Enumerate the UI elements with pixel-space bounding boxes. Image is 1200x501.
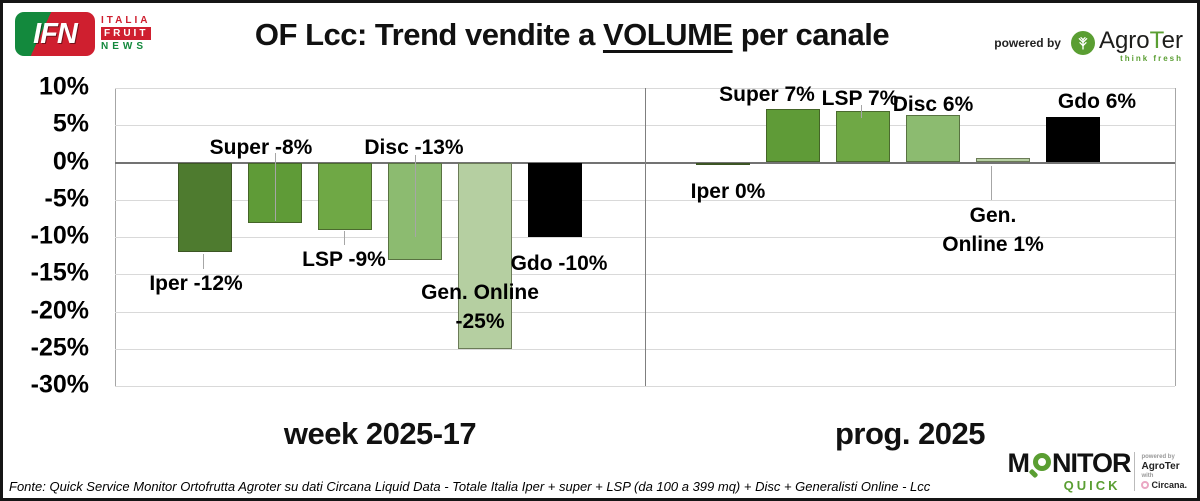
agroter-wordmark: AgroTer think fresh xyxy=(1099,29,1183,64)
bar-label-line: -25% xyxy=(455,310,505,334)
ifn-wordmark: ITALIA FRUIT NEWS xyxy=(101,12,152,52)
monitor-wordmark: M NITOR QUICK xyxy=(1007,448,1132,494)
bar-label-line: LSP -9% xyxy=(302,248,386,271)
bar-label-prog-gen-online: Gen. Online 1% xyxy=(942,201,1044,260)
bar-label-prog-gdo: Gdo 6% xyxy=(1058,87,1136,116)
monitor-agroter-label: AgroTer xyxy=(1141,460,1180,472)
bar-prog-super xyxy=(766,108,820,163)
y-tick-label: 5% xyxy=(52,109,89,138)
label-leader-line xyxy=(275,153,276,221)
bar-week-gen-online xyxy=(458,162,512,349)
monitor-nitor: NITOR xyxy=(1051,448,1132,478)
quick-label: QUICK xyxy=(1063,478,1121,493)
y-tick-label: -30% xyxy=(30,370,89,399)
ifn-fruit-label: FRUIT xyxy=(101,27,152,40)
bar-label-prog-lsp: LSP 7% xyxy=(822,84,899,113)
bar-label-line: Gen. xyxy=(969,204,1017,227)
bar-label-line: Disc 6% xyxy=(892,93,974,116)
bar-prog-gen-online xyxy=(976,158,1030,163)
bar-prog-disc xyxy=(906,114,960,163)
group-divider xyxy=(645,88,646,386)
gridline--30% xyxy=(115,386,1175,387)
y-tick-label: -25% xyxy=(30,333,89,362)
label-leader-line xyxy=(861,105,862,118)
ifn-logo: IFN ITALIA FRUIT NEWS xyxy=(15,12,152,56)
agroter-tree-icon xyxy=(1070,31,1095,55)
bar-label-week-lsp: LSP -9% xyxy=(302,245,386,274)
agroter-name-t: T xyxy=(1149,27,1162,54)
bar-label-prog-disc: Disc 6% xyxy=(893,90,974,119)
bar-label-week-disc: Disc -13% xyxy=(364,133,463,162)
y-tick-label: 10% xyxy=(38,72,89,101)
powered-by-label: powered by xyxy=(994,36,1061,50)
x-group-label-prog: prog. 2025 xyxy=(834,416,986,451)
bar-prog-gdo xyxy=(1046,117,1100,163)
page-title: OF Lcc: Trend vendite a VOLUME per canal… xyxy=(3,17,1141,53)
bar-label-week-iper: Iper -12% xyxy=(149,269,242,298)
bar-label-week-super: Super -8% xyxy=(210,133,313,162)
y-tick-label: -15% xyxy=(30,258,89,287)
bar-label-line: Gdo 6% xyxy=(1057,90,1137,113)
monitor-powered-by-label: powered by xyxy=(1141,453,1175,460)
y-tick-label: 0% xyxy=(52,146,89,175)
plot-right-edge xyxy=(1175,88,1176,386)
bar-week-gdo xyxy=(528,162,582,237)
monitor-quick-logo: M NITOR QUICK powered by AgroTer with Ci… xyxy=(1007,448,1187,494)
label-leader-line xyxy=(991,166,992,200)
magnifier-icon xyxy=(1028,453,1051,479)
bar-week-lsp xyxy=(318,162,372,230)
bar-label-line: Iper -12% xyxy=(149,272,243,295)
agroter-name-post: er xyxy=(1161,27,1183,54)
bar-label-line: Super 7% xyxy=(719,83,815,106)
bar-label-line: Gdo -10% xyxy=(510,252,608,275)
title-underlined-word: VOLUME xyxy=(602,17,733,52)
agroter-name-pre: Agro xyxy=(1098,27,1150,54)
agroter-logo: powered by AgroTer think fresh xyxy=(994,29,1183,64)
label-leader-line xyxy=(203,254,204,269)
y-tick-label: -10% xyxy=(30,221,89,250)
label-leader-line xyxy=(344,231,345,245)
logo-separator xyxy=(1134,452,1136,491)
x-group-label-week: week 2025-17 xyxy=(283,416,477,451)
bar-prog-lsp xyxy=(836,111,890,163)
y-tick-label: -20% xyxy=(30,295,89,324)
bar-label-week-gen-online: Gen. Online -25% xyxy=(421,278,539,337)
agroter-tagline: think fresh xyxy=(1120,54,1183,63)
bar-label-line: Super -8% xyxy=(209,136,313,159)
bar-label-line: Gen. Online xyxy=(421,281,539,304)
monitor-with-label: with xyxy=(1141,472,1154,479)
chart-area: 10% 5% 0% -5% -10% -15% -20% -25% -30% Iper -12% S… xyxy=(3,3,1197,498)
source-note: Fonte: Quick Service Monitor Ortofrutta … xyxy=(9,479,931,494)
bar-week-iper xyxy=(178,162,232,252)
bar-label-line: Iper 0% xyxy=(690,180,766,203)
monitor-circana-label: Circana. xyxy=(1141,480,1187,490)
label-leader-line xyxy=(415,155,416,237)
bar-label-line: Disc -13% xyxy=(364,136,464,159)
y-tick-label: -5% xyxy=(44,184,89,213)
title-suffix: per canale xyxy=(732,17,890,52)
circana-text: Circana. xyxy=(1151,479,1187,490)
bar-label-prog-iper: Iper 0% xyxy=(691,177,766,206)
bar-label-line: LSP 7% xyxy=(821,87,899,110)
monitor-m: M xyxy=(1007,448,1029,478)
monitor-title: M NITOR xyxy=(1007,448,1132,479)
agroter-name: AgroTer xyxy=(1099,29,1183,53)
bar-label-week-gdo: Gdo -10% xyxy=(511,249,608,278)
ifn-italia-label: ITALIA xyxy=(101,15,151,26)
bar-label-line: Online 1% xyxy=(942,233,1044,257)
circana-icon xyxy=(1141,480,1150,489)
bar-label-prog-super: Super 7% xyxy=(719,80,815,109)
title-prefix: OF Lcc: Trend vendite a xyxy=(254,17,603,52)
ifn-news-label: NEWS xyxy=(101,41,147,52)
bar-prog-iper xyxy=(696,162,750,166)
monitor-credits: powered by AgroTer with Circana. xyxy=(1141,450,1187,493)
ifn-monogram: IFN xyxy=(15,12,95,56)
